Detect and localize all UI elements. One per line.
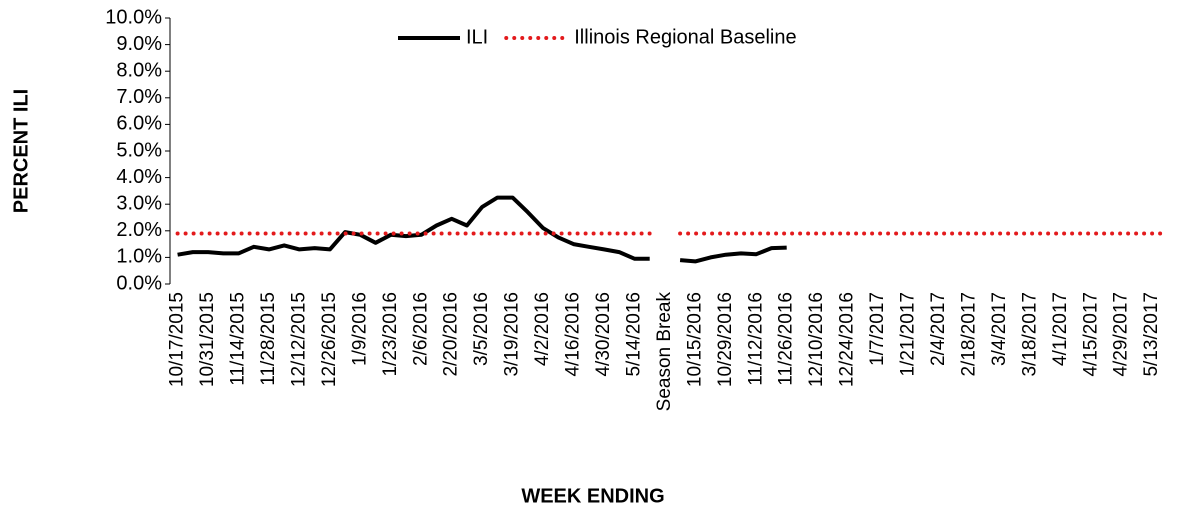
y-tick-label: 10.0% [105, 6, 162, 28]
x-tick-label: 1/23/2016 [380, 292, 401, 377]
x-tick-label: 5/14/2016 [623, 292, 644, 377]
x-tick-label: 11/14/2015 [228, 292, 249, 386]
y-tick-label: 8.0% [116, 59, 162, 81]
legend-label: ILI [466, 26, 488, 48]
x-tick-label: 12/24/2016 [837, 292, 858, 387]
y-tick-label: 1.0% [116, 246, 162, 268]
x-tick-label: 4/29/2017 [1111, 292, 1132, 377]
x-tick-label: 1/21/2017 [898, 292, 919, 377]
x-tick-label: 12/10/2016 [806, 292, 827, 387]
y-tick-label: 3.0% [116, 192, 162, 214]
x-tick-label: 4/16/2016 [563, 292, 584, 377]
y-tick-label: 4.0% [116, 166, 162, 188]
x-tick-label: 2/4/2017 [928, 292, 949, 366]
y-tick-label: 7.0% [116, 86, 162, 108]
x-tick-label: 2/20/2016 [441, 292, 462, 377]
x-tick-label: 4/2/2016 [532, 292, 553, 366]
x-tick-label: 11/26/2016 [776, 292, 797, 386]
x-tick-label: 1/9/2016 [349, 292, 370, 366]
x-tick-label: 4/15/2017 [1080, 292, 1101, 377]
x-tick-label: Season Break [654, 292, 675, 412]
x-tick-label: 11/28/2015 [258, 292, 279, 386]
x-tick-label: 10/31/2015 [197, 292, 218, 387]
x-tick-label: 10/29/2016 [715, 292, 736, 387]
legend-label: Illinois Regional Baseline [574, 26, 796, 48]
x-tick-label: 3/19/2016 [502, 292, 523, 377]
x-axis-title: WEEK ENDING [521, 485, 664, 507]
y-tick-label: 9.0% [116, 33, 162, 55]
x-tick-label: 2/6/2016 [410, 292, 431, 366]
x-tick-label: 12/26/2015 [319, 292, 340, 387]
x-tick-label: 5/13/2017 [1141, 292, 1162, 377]
x-tick-label: 10/17/2015 [167, 292, 188, 387]
x-tick-label: 4/30/2016 [593, 292, 614, 377]
y-axis-title: PERCENT ILI [10, 89, 32, 213]
y-tick-label: 6.0% [116, 113, 162, 135]
x-tick-label: 3/5/2016 [471, 292, 492, 366]
x-tick-label: 2/18/2017 [958, 292, 979, 377]
y-tick-label: 2.0% [116, 219, 162, 241]
x-tick-label: 3/18/2017 [1019, 292, 1040, 377]
y-tick-label: 5.0% [116, 139, 162, 161]
y-tick-label: 0.0% [116, 272, 162, 294]
x-tick-label: 4/1/2017 [1050, 292, 1071, 366]
x-tick-label: 10/15/2016 [684, 292, 705, 387]
x-tick-label: 12/12/2015 [288, 292, 309, 387]
x-tick-label: 1/7/2017 [867, 292, 888, 366]
x-tick-label: 3/4/2017 [989, 292, 1010, 366]
series-line [177, 195, 787, 264]
x-tick-label: 11/12/2016 [745, 292, 766, 386]
